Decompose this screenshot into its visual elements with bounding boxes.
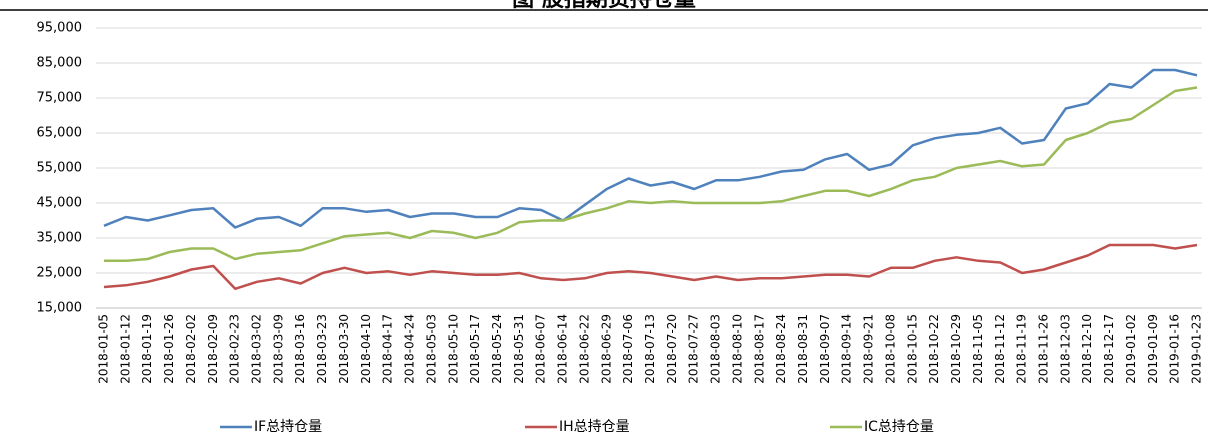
x-tick-label: 2018-01-26 [162, 314, 176, 384]
x-tick-label: 2018-01-12 [118, 314, 132, 384]
legend-label: IC总持仓量 [864, 419, 934, 435]
x-tick-label: 2018-07-27 [687, 314, 701, 384]
x-tick-label: 2018-01-19 [140, 314, 154, 384]
y-tick-label: 45,000 [37, 196, 83, 211]
x-tick-label: 2018-03-09 [271, 314, 285, 384]
x-tick-label: 2018-04-17 [381, 314, 395, 384]
x-tick-label: 2018-05-10 [446, 314, 460, 384]
x-tick-label: 2018-04-10 [359, 314, 373, 384]
x-tick-label: 2018-10-22 [927, 314, 941, 384]
x-tick-label: 2018-05-17 [468, 314, 482, 384]
x-tick-label: 2018-05-24 [490, 314, 504, 384]
x-tick-label: 2018-06-14 [556, 314, 570, 384]
x-tick-label: 2018-07-20 [665, 314, 679, 384]
x-tick-label: 2018-02-23 [228, 314, 242, 384]
x-tick-label: 2018-10-15 [905, 314, 919, 384]
x-tick-label: 2018-08-10 [730, 314, 744, 384]
x-tick-label: 2018-02-02 [184, 314, 198, 384]
y-tick-label: 85,000 [37, 56, 83, 71]
x-tick-label: 2018-10-29 [949, 314, 963, 384]
x-tick-label: 2018-06-29 [599, 314, 613, 384]
x-tick-label: 2018-11-26 [1036, 314, 1050, 384]
x-tick-label: 2018-06-22 [577, 314, 591, 384]
x-tick-label: 2018-12-10 [1080, 314, 1094, 384]
x-tick-label: 2018-07-06 [621, 314, 635, 384]
x-tick-label: 2018-03-02 [250, 314, 264, 384]
x-tick-label: 2018-01-05 [97, 314, 111, 384]
series-line [103, 68, 1198, 229]
x-tick-label: 2018-10-08 [883, 314, 897, 384]
y-tick-label: 15,000 [37, 301, 83, 316]
x-tick-label: 2018-08-17 [752, 314, 766, 384]
x-tick-label: 2018-07-13 [643, 314, 657, 384]
y-tick-label: 95,000 [37, 21, 83, 36]
x-tick-label: 2018-12-17 [1102, 314, 1116, 384]
x-tick-label: 2018-08-24 [774, 314, 788, 384]
x-tick-label: 2019-01-02 [1124, 314, 1138, 384]
x-tick-label: 2018-06-07 [534, 314, 548, 384]
x-tick-label: 2018-03-23 [315, 314, 329, 384]
x-tick-label: 2018-11-12 [993, 314, 1007, 384]
x-tick-label: 2018-05-03 [424, 314, 438, 384]
x-tick-label: 2018-05-31 [512, 314, 526, 384]
series-line [103, 243, 1198, 291]
y-tick-label: 35,000 [37, 231, 83, 246]
y-tick-label: 55,000 [37, 161, 83, 176]
x-tick-label: 2018-09-21 [862, 314, 876, 384]
x-tick-label: 2018-04-24 [403, 314, 417, 384]
y-tick-label: 25,000 [37, 266, 83, 281]
x-tick-label: 2018-09-07 [818, 314, 832, 384]
legend-label: IF总持仓量 [254, 419, 322, 435]
series-line [104, 86, 1198, 263]
x-tick-label: 2018-02-09 [206, 314, 220, 384]
y-tick-label: 75,000 [37, 91, 83, 106]
x-tick-label: 2018-11-05 [971, 314, 985, 384]
x-tick-label: 2019-01-16 [1168, 314, 1182, 384]
x-tick-label: 2018-08-03 [709, 314, 723, 384]
x-tick-label: 2018-03-16 [293, 314, 307, 384]
chart-title: 图 股指期货持仓量 [512, 0, 696, 12]
x-tick-label: 2018-09-14 [840, 314, 854, 384]
legend-label: IH总持仓量 [559, 419, 630, 435]
x-tick-label: 2018-08-31 [796, 314, 810, 384]
y-tick-label: 65,000 [37, 126, 83, 141]
x-tick-label: 2018-03-30 [337, 314, 351, 384]
x-tick-label: 2019-01-23 [1190, 314, 1204, 384]
x-tick-label: 2019-01-09 [1146, 314, 1160, 384]
x-tick-label: 2018-11-19 [1015, 314, 1029, 384]
x-tick-label: 2018-12-03 [1058, 314, 1072, 384]
